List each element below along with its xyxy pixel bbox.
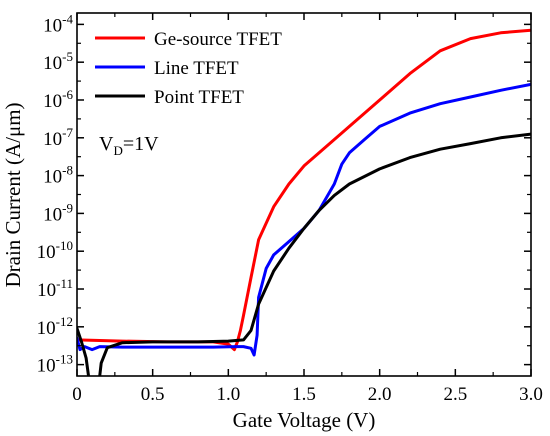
y-axis-title: Drain Current (A/μm) <box>1 102 25 287</box>
legend-label-2: Point TFET <box>154 87 244 108</box>
vd-annotation-main: V <box>99 133 114 155</box>
legend-label-1: Line TFET <box>154 58 239 79</box>
y-tick-label: 10-4 <box>43 11 73 36</box>
y-tick-label: 10-7 <box>43 125 73 150</box>
y-tick-label: 10-12 <box>37 314 73 339</box>
vd-annotation-rest: =1V <box>123 133 159 155</box>
x-tick-label: 2.5 <box>443 384 467 405</box>
y-tick-label: 10-13 <box>37 352 73 377</box>
curves-layer <box>77 28 531 376</box>
series-line-1 <box>77 82 531 357</box>
y-tick-labels: 10-13 10-12 10-11 10-10 10-9 10-8 10-7 10-6 10-5… <box>37 11 74 376</box>
y-tick-label: 10-11 <box>37 276 73 301</box>
y-tick-label: 10-10 <box>37 238 73 263</box>
x-tick-label: 0.5 <box>141 384 165 405</box>
x-tick-label: 1.0 <box>216 384 240 405</box>
y-tick-label: 10-6 <box>43 87 73 112</box>
legend: Ge-source TFET Line TFET Point TFET <box>95 29 282 108</box>
x-tick-label: 1.5 <box>292 384 316 405</box>
x-axis-title: Gate Voltage (V) <box>233 408 376 432</box>
plot-frame <box>76 12 532 377</box>
y-tick-label: 10-8 <box>43 163 73 188</box>
ticks-layer <box>76 13 532 376</box>
series-line-0 <box>77 28 531 352</box>
legend-label-0: Ge-source TFET <box>154 29 282 50</box>
vd-annotation: VD=1V <box>99 133 159 158</box>
x-tick-label: 0 <box>72 384 82 405</box>
x-tick-label: 2.0 <box>368 384 392 405</box>
y-tick-label: 10-5 <box>43 49 73 74</box>
vd-annotation-sub: D <box>113 143 122 158</box>
x-tick-labels: 0 0.5 1.0 1.5 2.0 2.5 3.0 <box>72 384 543 405</box>
series-line-2 <box>77 132 531 376</box>
y-tick-label: 10-9 <box>43 200 73 225</box>
x-tick-label: 3.0 <box>519 384 543 405</box>
